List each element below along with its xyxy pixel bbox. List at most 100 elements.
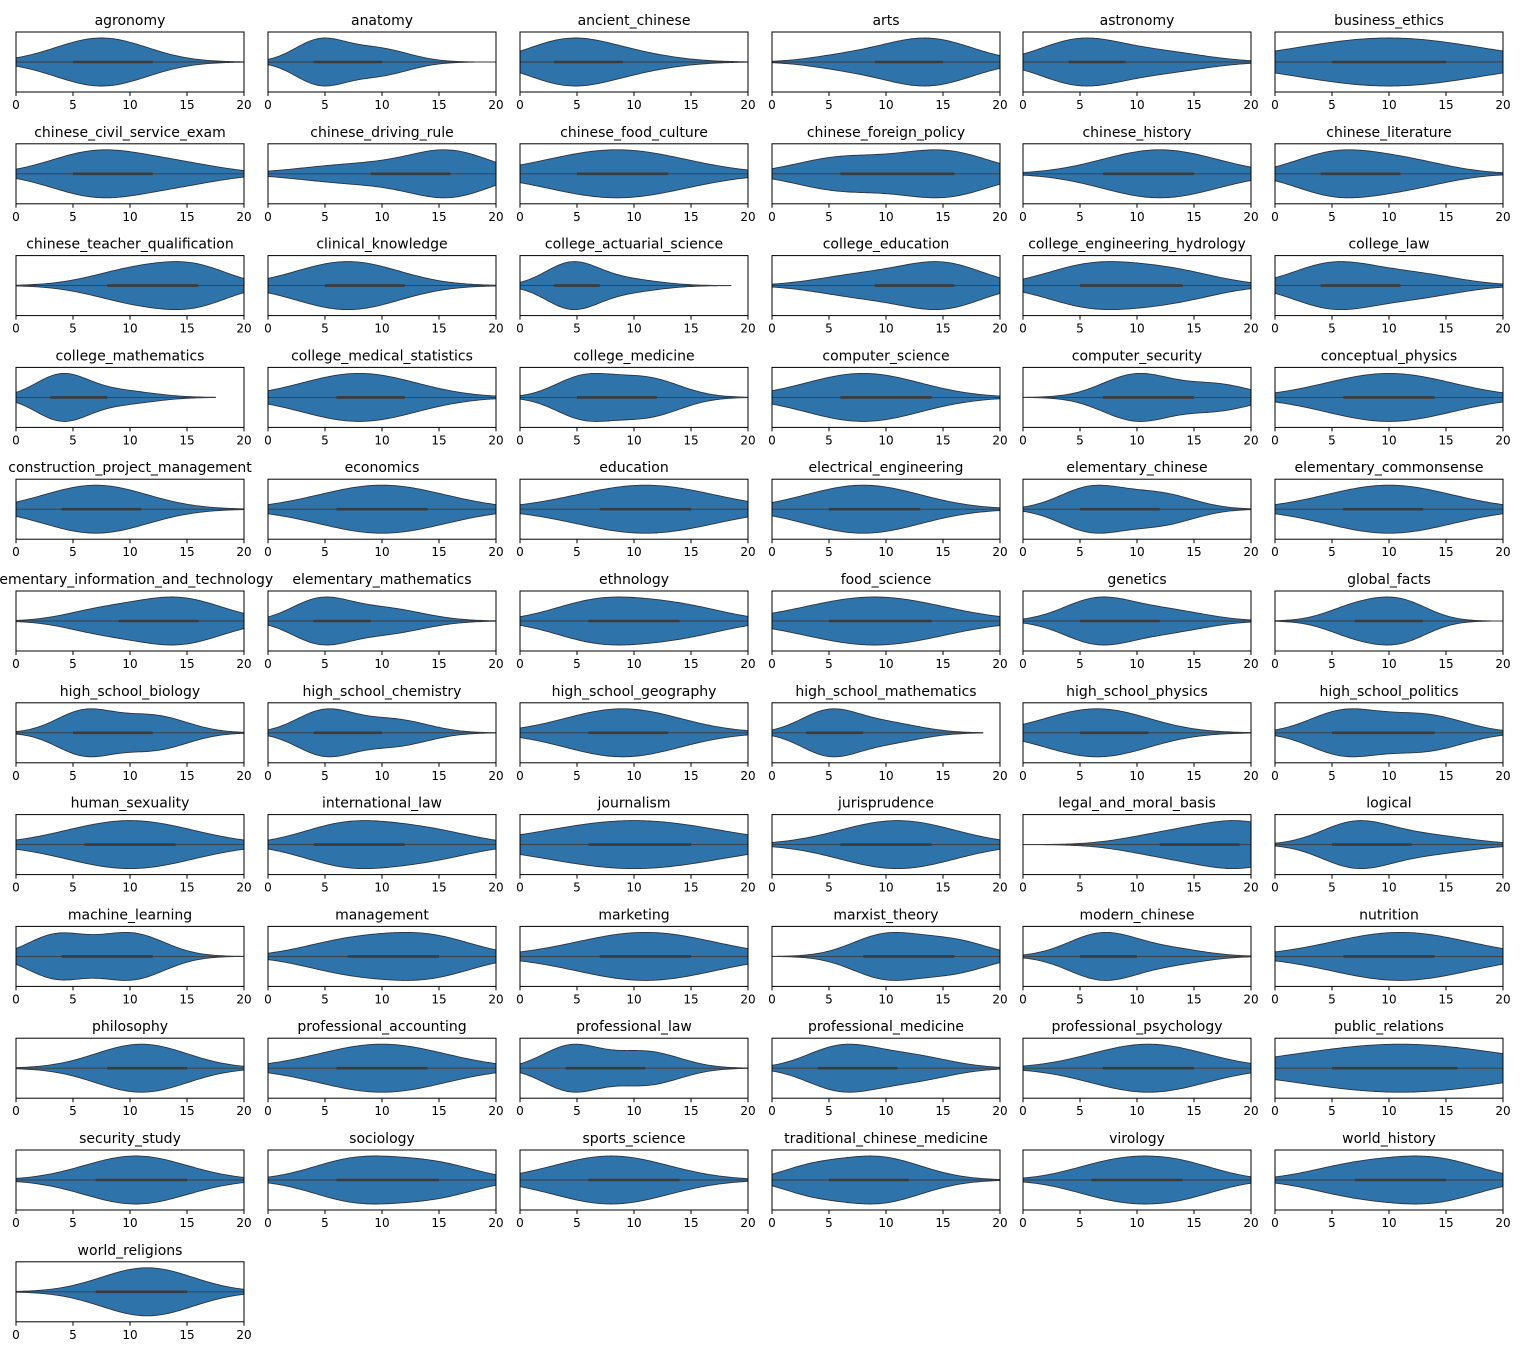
x-tick-label: 10 (1381, 545, 1396, 559)
x-tick-label: 5 (825, 433, 833, 447)
panel-title: college_medicine (573, 348, 694, 364)
violin-panel: chinese_driving_rule 0 5 10 15 20 (264, 125, 503, 224)
x-tick-label: 15 (1186, 322, 1201, 336)
panel-title: chinese_driving_rule (310, 125, 453, 141)
x-tick-label: 0 (1271, 1216, 1279, 1230)
x-tick-label: 10 (1381, 657, 1396, 671)
x-tick-label: 10 (1381, 98, 1396, 112)
x-tick-label: 0 (1019, 1104, 1027, 1118)
x-tick-label: 15 (683, 545, 698, 559)
violin-panel: college_engineering_hydrology 0 5 10 15 20 (1019, 237, 1258, 336)
panel-title: elementary_mathematics (292, 572, 471, 588)
x-tick-label: 0 (12, 1328, 20, 1342)
x-tick-label: 20 (992, 210, 1007, 224)
x-tick-label: 15 (431, 433, 446, 447)
x-tick-label: 20 (740, 881, 755, 895)
panel-title: global_facts (1347, 572, 1431, 588)
x-tick-label: 5 (321, 210, 329, 224)
x-tick-label: 0 (768, 992, 776, 1006)
panel-title: journalism (596, 796, 670, 812)
violin-panel: high_school_politics 0 5 10 15 20 (1271, 684, 1510, 783)
x-tick-label: 10 (374, 769, 389, 783)
x-tick-label: 0 (1019, 769, 1027, 783)
x-tick-label: 15 (935, 992, 950, 1006)
x-tick-label: 0 (768, 322, 776, 336)
x-tick-label: 20 (1495, 433, 1510, 447)
panel-title: high_school_biology (60, 684, 200, 700)
violin-panel: college_medical_statistics 0 5 10 15 20 (264, 348, 503, 447)
x-tick-label: 20 (1495, 657, 1510, 671)
violin-panel: world_history 0 5 10 15 20 (1271, 1131, 1510, 1230)
panel-title: modern_chinese (1080, 907, 1195, 923)
x-tick-label: 5 (69, 545, 77, 559)
x-tick-label: 10 (626, 992, 641, 1006)
x-tick-label: 20 (1495, 210, 1510, 224)
x-tick-label: 20 (740, 657, 755, 671)
x-tick-label: 0 (516, 769, 524, 783)
x-tick-label: 10 (878, 881, 893, 895)
violin-panel: conceptual_physics 0 5 10 15 20 (1271, 348, 1510, 447)
x-tick-label: 10 (626, 881, 641, 895)
x-tick-label: 0 (264, 992, 272, 1006)
x-tick-label: 20 (992, 322, 1007, 336)
x-tick-label: 0 (1019, 210, 1027, 224)
panel-title: elementary_information_and_technology (0, 572, 273, 588)
x-tick-label: 5 (825, 210, 833, 224)
x-tick-label: 5 (825, 769, 833, 783)
x-tick-label: 0 (516, 1216, 524, 1230)
x-tick-label: 5 (69, 1216, 77, 1230)
violin-panel: human_sexuality 0 5 10 15 20 (12, 796, 251, 895)
x-tick-label: 0 (768, 1216, 776, 1230)
x-tick-label: 20 (488, 769, 503, 783)
x-tick-label: 20 (236, 210, 251, 224)
x-tick-label: 5 (1076, 545, 1084, 559)
x-tick-label: 15 (431, 881, 446, 895)
x-tick-label: 20 (236, 433, 251, 447)
x-tick-label: 0 (516, 657, 524, 671)
x-tick-label: 20 (1243, 881, 1258, 895)
violin-panel: logical 0 5 10 15 20 (1271, 796, 1510, 895)
violin-panel: computer_science 0 5 10 15 20 (768, 348, 1007, 447)
violin-panel: virology 0 5 10 15 20 (1019, 1131, 1258, 1230)
x-tick-label: 15 (431, 1216, 446, 1230)
violin-panel: elementary_information_and_technology 0 5 1… (0, 572, 273, 671)
x-tick-label: 15 (179, 1328, 194, 1342)
panel-title: high_school_chemistry (303, 684, 462, 700)
x-tick-label: 20 (1495, 1104, 1510, 1118)
panel-title: college_law (1348, 237, 1429, 253)
violin-panel: chinese_foreign_policy 0 5 10 15 20 (768, 125, 1007, 224)
x-tick-label: 15 (935, 769, 950, 783)
x-tick-label: 5 (1328, 322, 1336, 336)
x-tick-label: 5 (321, 657, 329, 671)
x-tick-label: 10 (122, 545, 137, 559)
x-tick-label: 15 (683, 657, 698, 671)
x-tick-label: 5 (69, 881, 77, 895)
x-tick-label: 0 (12, 433, 20, 447)
violin-panel: chinese_teacher_qualification 0 5 10 15 20 (12, 237, 251, 336)
x-tick-label: 10 (374, 545, 389, 559)
violin-panel: construction_project_management 0 5 10 15 20 (8, 460, 252, 559)
x-tick-label: 10 (122, 881, 137, 895)
x-tick-label: 20 (740, 433, 755, 447)
x-tick-label: 5 (1076, 657, 1084, 671)
panel-title: college_mathematics (56, 348, 205, 364)
x-tick-label: 20 (488, 98, 503, 112)
x-tick-label: 15 (431, 98, 446, 112)
x-tick-label: 15 (1438, 657, 1453, 671)
violin-panel: elementary_mathematics 0 5 10 15 20 (264, 572, 503, 671)
panel-title: chinese_foreign_policy (807, 125, 965, 141)
violin-panel: anatomy 0 5 10 15 20 (264, 13, 503, 112)
x-tick-label: 15 (179, 545, 194, 559)
violin-panel: arts 0 5 10 15 20 (768, 13, 1007, 112)
x-tick-label: 15 (431, 1104, 446, 1118)
x-tick-label: 0 (1271, 210, 1279, 224)
violin-panel: journalism 0 5 10 15 20 (516, 796, 755, 895)
x-tick-label: 15 (179, 657, 194, 671)
violin-panel: economics 0 5 10 15 20 (264, 460, 503, 559)
x-tick-label: 0 (516, 1104, 524, 1118)
x-tick-label: 5 (321, 1104, 329, 1118)
x-tick-label: 0 (768, 545, 776, 559)
x-tick-label: 15 (1186, 433, 1201, 447)
x-tick-label: 5 (1076, 769, 1084, 783)
